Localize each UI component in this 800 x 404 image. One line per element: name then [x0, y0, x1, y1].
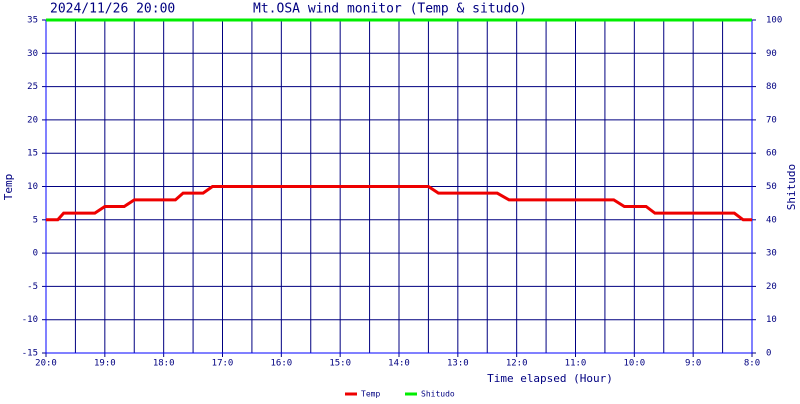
x-axis-label: Time elapsed (Hour): [487, 372, 613, 385]
x-tick-label: 9:0: [685, 359, 701, 369]
x-tick-label: 14:0: [388, 359, 410, 369]
y-tick-label: 30: [27, 49, 38, 59]
y2-tick-label: 30: [766, 249, 777, 259]
y2-tick-label: 0: [766, 349, 771, 359]
y2-tick-label: 50: [766, 182, 777, 192]
y2-tick-label: 60: [766, 149, 777, 159]
y-tick-label: 25: [27, 82, 38, 92]
y-tick-label: -15: [22, 349, 38, 359]
y2-tick-label: 80: [766, 82, 777, 92]
y2-tick-label: 10: [766, 315, 777, 325]
y-tick-label: -10: [22, 315, 38, 325]
y-tick-label: 10: [27, 182, 38, 192]
legend-label: Temp: [361, 390, 380, 399]
x-tick-label: 11:0: [565, 359, 587, 369]
y2-axis-label: Shitudo: [785, 164, 798, 210]
y2-tick-label: 70: [766, 115, 777, 125]
y2-tick-label: 100: [766, 16, 782, 26]
y2-tick-label: 20: [766, 282, 777, 292]
chart-title: Mt.OSA wind monitor (Temp & situdo): [253, 2, 527, 17]
y-tick-label: 15: [27, 149, 38, 159]
timestamp: 2024/11/26 20:00: [50, 2, 175, 17]
y2-tick-label: 40: [766, 215, 777, 225]
y-tick-label: 20: [27, 115, 38, 125]
x-tick-label: 8:0: [744, 359, 760, 369]
x-tick-label: 19:0: [94, 359, 116, 369]
x-tick-label: 20:0: [35, 359, 57, 369]
x-tick-label: 13:0: [447, 359, 469, 369]
x-tick-label: 10:0: [623, 359, 645, 369]
y-tick-label: 35: [27, 16, 38, 26]
y-axis-label: Temp: [2, 174, 15, 201]
y2-tick-label: 90: [766, 49, 777, 59]
x-tick-label: 16:0: [270, 359, 292, 369]
y-tick-label: 5: [33, 215, 38, 225]
data-line: [46, 185, 752, 222]
x-tick-label: 12:0: [506, 359, 528, 369]
x-tick-label: 15:0: [329, 359, 351, 369]
x-tick-label: 18:0: [153, 359, 175, 369]
y-tick-label: -5: [27, 282, 38, 292]
legend-label: Shitudo: [421, 390, 455, 399]
x-tick-label: 17:0: [212, 359, 234, 369]
y-tick-label: 0: [33, 249, 38, 259]
